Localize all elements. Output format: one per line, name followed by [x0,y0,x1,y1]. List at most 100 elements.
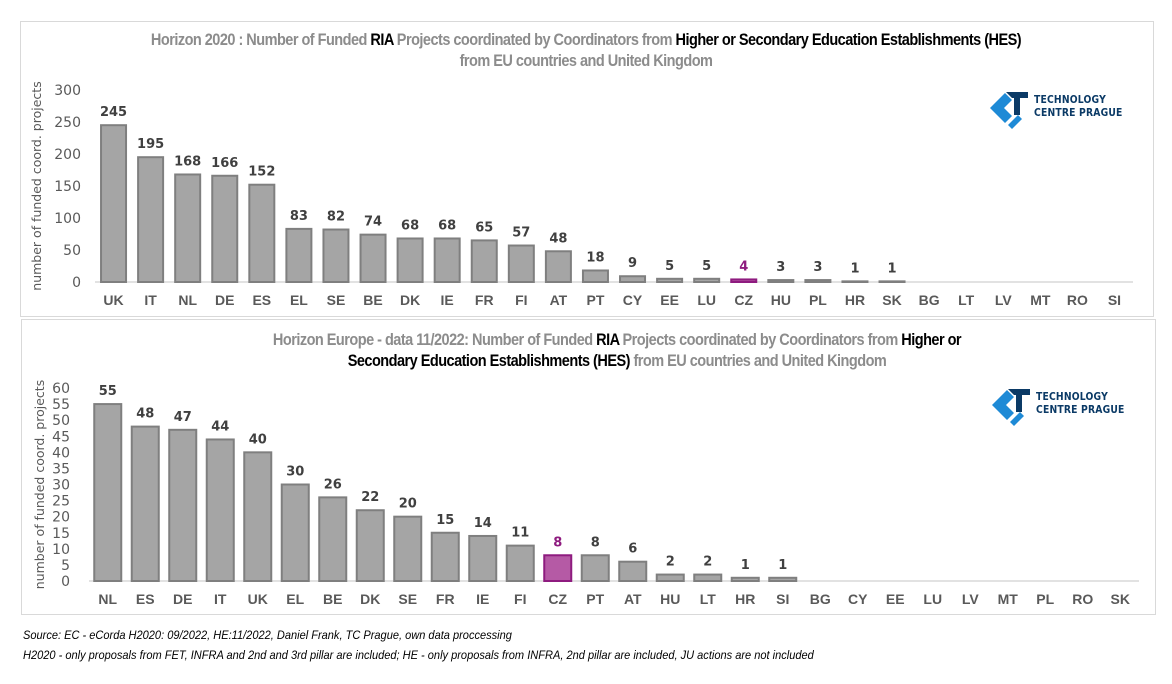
y-tick-label: 0 [61,574,70,590]
y-tick-label: 150 [54,179,81,195]
h2020-bar-chart: number of funded coord. projects 05010015… [29,81,1133,308]
x-tick-label: SK [1111,591,1130,607]
x-tick-label: DK [400,292,420,308]
data-label-at: 6 [628,542,637,557]
bar-hr [730,576,760,582]
data-label-hr: 1 [741,558,750,573]
data-label-uk: 245 [100,105,127,120]
bar-fr [430,531,460,582]
x-tick-label: DE [215,292,234,308]
bar-si [768,576,798,582]
data-label-at: 48 [549,231,567,246]
title-text: Projects coordinated by Coordinators fro… [619,331,902,349]
bar-it [137,156,165,283]
data-label-nl: 168 [174,154,201,169]
data-label-lu: 5 [702,259,711,274]
x-tick-label: ES [252,292,271,308]
data-label-lt: 2 [703,555,712,570]
x-tick-label: SI [1108,292,1121,308]
x-tick-label: MT [998,591,1019,607]
y-tick-label: 50 [63,243,81,259]
x-tick-label: BG [810,591,831,607]
x-tick-label: AT [624,591,642,607]
x-tick-label: SK [882,292,901,308]
bar-hr [841,280,869,283]
source-footnote: Source: EC - eCorda H2020: 09/2022, HE:1… [23,628,512,642]
data-label-si: 1 [778,558,787,573]
x-tick-label: IE [476,591,489,607]
x-tick-label: IT [214,591,227,607]
y-tick-label: 300 [54,83,81,99]
x-tick-label: LT [700,591,717,607]
y-tick-label: 45 [52,429,70,445]
y-tick-label: 35 [52,461,70,477]
tc-prague-logo: TECHNOLOGY CENTRE PRAGUE [988,382,1138,426]
data-label-pt: 18 [586,250,604,265]
bar-fi [505,544,535,583]
y-tick-label: 30 [52,478,70,494]
x-tick-label: DK [360,591,380,607]
x-tick-label: LT [958,292,975,308]
x-tick-label: SE [327,292,346,308]
x-tick-label: AT [550,292,568,308]
bar-nl [93,403,123,583]
data-label-hu: 3 [776,260,785,275]
data-label-fi: 11 [511,526,529,541]
x-tick-label: BE [363,292,382,308]
x-tick-label: FR [475,292,494,308]
data-label-cz: 4 [739,259,748,274]
bar-pt [581,269,609,283]
bar-at [544,250,572,283]
x-tick-label: RO [1067,292,1088,308]
bar-sk [878,280,906,283]
data-label-dk: 22 [361,490,379,505]
tc-prague-logo-icon [992,389,1030,426]
y-axis-label: number of funded coord. projects [32,380,47,589]
bar-lu [693,277,721,283]
title-highlight-text: RIA [596,331,620,349]
data-label-be: 26 [324,477,342,492]
x-tick-label: LU [697,292,716,308]
y-tick-label: 40 [52,445,70,461]
x-tick-label: FR [436,591,455,607]
title-text: Horizon Europe - data 11/2022: Number of… [272,331,597,349]
bar-se [393,515,423,583]
bar-be [359,233,387,283]
y-tick-label: 250 [54,115,81,131]
x-tick-label: HU [771,292,791,308]
data-label-el: 83 [290,209,308,224]
y-tick-label: 50 [52,413,70,429]
data-label-se: 20 [399,497,417,512]
x-tick-label: PL [1036,591,1054,607]
x-tick-label: IE [441,292,454,308]
data-label-se: 82 [327,210,345,225]
x-tick-label: LV [995,292,1013,308]
bar-cz [543,554,573,582]
bar-cz [730,278,758,284]
x-tick-label: EE [660,292,679,308]
bar-ie [468,534,498,582]
bar-at [618,560,648,582]
bar-pt [580,554,610,582]
data-label-uk: 40 [249,432,267,447]
data-label-pl: 3 [813,260,822,275]
bar-se [322,228,350,284]
x-tick-label: HR [845,292,865,308]
x-tick-label: CZ [548,591,567,607]
h2020-chart-title: Horizon 2020 : Number of Funded RIA Proj… [142,30,1031,72]
bar-de [168,428,198,582]
bar-pl [804,279,832,283]
title-text: Horizon 2020 : Number of Funded [150,31,371,49]
x-tick-label: ES [136,591,155,607]
x-tick-label: PL [809,292,827,308]
tc-prague-logo-text: TECHNOLOGY CENTRE PRAGUE [1036,391,1125,417]
bar-nl [174,173,202,283]
title-highlight-text: Higher or Secondary Education Establishm… [347,331,962,370]
x-tick-label: UK [103,292,123,308]
title-text: Projects coordinated by Coordinators fro… [393,31,676,49]
x-tick-label: CY [623,292,643,308]
tc-prague-logo-text: TECHNOLOGY CENTRE PRAGUE [1034,94,1123,120]
data-label-ie: 14 [474,516,492,531]
logo-line-2: CENTRE PRAGUE [1036,404,1125,416]
bar-ee [656,277,684,283]
